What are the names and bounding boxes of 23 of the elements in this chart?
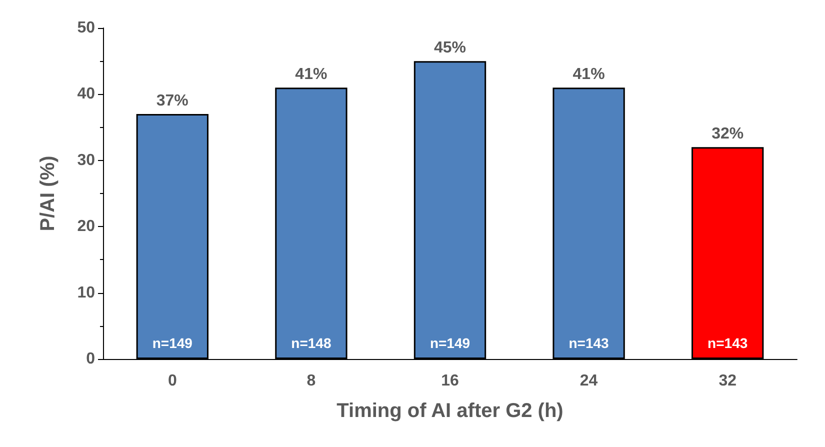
y-axis-title: P/AI (%) [37, 156, 59, 232]
y-tick-label: 0 [86, 350, 96, 368]
y-tick-label: 20 [77, 218, 96, 236]
x-tick-label: 16 [441, 372, 459, 390]
x-tick-label: 8 [306, 372, 316, 390]
annotation: n=143 [568, 335, 610, 351]
y-tick-label: 10 [77, 284, 96, 302]
annotation: n=149 [152, 335, 193, 351]
x-tick-label: 0 [168, 372, 177, 390]
data-label: 37% [156, 92, 188, 110]
data-label: 41% [572, 66, 605, 84]
x-axis-title: Timing of AI after G2 (h) [336, 400, 564, 422]
data-label: 41% [295, 66, 328, 84]
data-label: 45% [434, 40, 466, 57]
annotation: n=149 [430, 335, 470, 351]
annotation: n=148 [291, 335, 332, 351]
y-tick-label: 30 [77, 152, 96, 169]
y-tick-label: 50 [77, 20, 96, 36]
y-tick-label: 40 [77, 86, 96, 103]
x-tick-label: 32 [718, 372, 737, 390]
data-label: 32% [712, 126, 744, 143]
annotation: n=143 [708, 335, 748, 351]
x-tick-label: 24 [580, 372, 598, 390]
